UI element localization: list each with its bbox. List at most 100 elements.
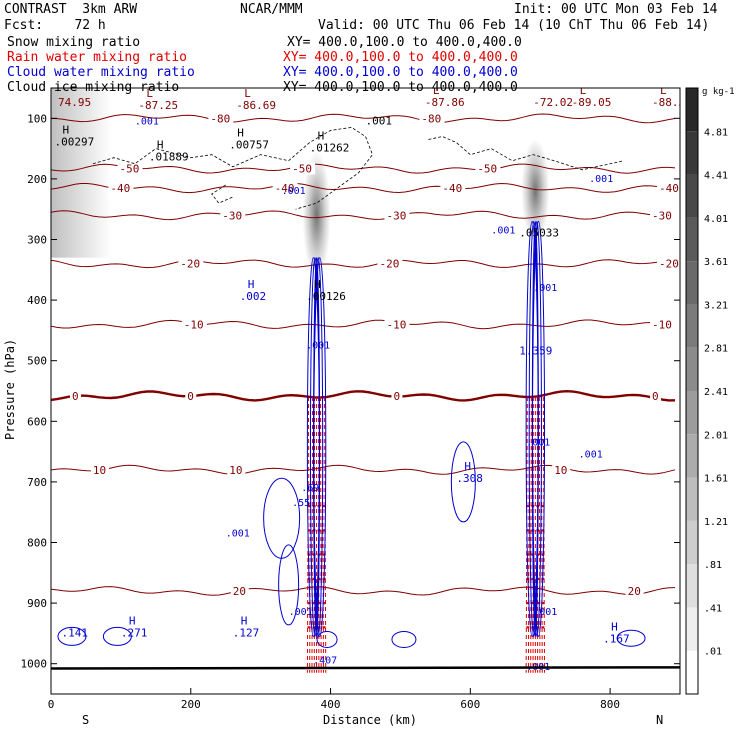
colorbar-label: 2.81 bbox=[704, 344, 728, 355]
isotherm-label-bg bbox=[290, 162, 316, 175]
isotherm-label-bg bbox=[650, 389, 662, 402]
isotherm-label: -20 bbox=[379, 258, 399, 271]
map-outline bbox=[92, 126, 625, 210]
isotherm-label: 0 bbox=[652, 390, 659, 403]
contour-value-label: .001 bbox=[289, 607, 313, 618]
colorbar-swatch bbox=[686, 88, 698, 132]
valid-time: Valid: 00 UTC Thu 06 Feb 14 (10 ChT Thu … bbox=[318, 18, 710, 33]
isotherm-label: 20 bbox=[628, 585, 641, 598]
field-xy-cloud-water: XY= 400.0,100.0 to 400.0,400.0 bbox=[283, 65, 518, 80]
extremum-mark: H bbox=[318, 130, 325, 143]
field-label-cloud-water: Cloud water mixing ratio bbox=[7, 65, 195, 80]
isotherm-label: -80 bbox=[210, 112, 230, 125]
cloud-water-patch-5 bbox=[391, 630, 417, 648]
x-end-label-south: S bbox=[82, 713, 89, 727]
extremum-value: .141 bbox=[61, 626, 88, 639]
contour-value-label: .001 bbox=[526, 438, 550, 449]
isotherm-label-bg bbox=[440, 181, 466, 194]
colorbar-label: 4.01 bbox=[704, 214, 728, 225]
isotherm-label: -40 bbox=[275, 182, 295, 195]
isotherm-label-bg bbox=[625, 584, 644, 597]
plot-frame bbox=[50, 87, 681, 695]
rain-contour bbox=[530, 397, 532, 673]
extremum-mark: H bbox=[129, 614, 136, 627]
convective-tower-1 bbox=[525, 220, 546, 673]
extremum-value: .05033 bbox=[519, 226, 559, 239]
contour-value-label: .69 bbox=[301, 483, 319, 494]
extremum-mark: H bbox=[237, 127, 244, 140]
isotherm-label: 0 bbox=[393, 390, 400, 403]
colorbar-label: 2.01 bbox=[704, 430, 728, 441]
colorbar-unit: g kg-1 bbox=[702, 87, 735, 97]
extremum-value: -87.25 bbox=[138, 99, 178, 112]
colorbar-label: 3.21 bbox=[704, 300, 728, 311]
contour-value-label: .001 bbox=[579, 450, 603, 461]
colorbar-swatch bbox=[686, 304, 698, 348]
terrain-line bbox=[51, 666, 680, 670]
y-tick-label: 1000 bbox=[21, 658, 48, 671]
isotherm-label: 0 bbox=[72, 390, 79, 403]
isotherm-label-bg bbox=[178, 257, 204, 270]
field-label-rain: Rain water mixing ratio bbox=[7, 50, 188, 65]
x-tick-label: 200 bbox=[181, 698, 201, 711]
isotherm-20 bbox=[51, 586, 676, 596]
isotherm-label-bg bbox=[185, 389, 197, 402]
cloud-water-patch-0 bbox=[57, 626, 87, 646]
field-label-snow: Snow mixing ratio bbox=[7, 35, 141, 50]
isotherm-label: 10 bbox=[554, 464, 567, 477]
contour-value-label: .407 bbox=[313, 656, 337, 667]
colorbar-swatch bbox=[686, 564, 698, 608]
isotherm-label-bg bbox=[657, 257, 680, 270]
isotherm-label-bg bbox=[108, 181, 134, 194]
colorbar-label: 4.81 bbox=[704, 127, 728, 138]
contour-value-label: .001 bbox=[282, 186, 306, 197]
isotherm-label: 0 bbox=[187, 390, 194, 403]
x-tick-label: 0 bbox=[48, 698, 55, 711]
init-time: Init: 00 UTC Mon 03 Feb 14 bbox=[514, 2, 718, 17]
colorbar-label: 2.41 bbox=[704, 387, 728, 398]
isotherm-label: 10 bbox=[93, 464, 106, 477]
contour-value-label: .001 bbox=[226, 528, 250, 539]
contour-value-label: .55 bbox=[292, 498, 310, 509]
colorbar-swatch bbox=[686, 391, 698, 435]
extremum-value: .00126 bbox=[306, 290, 346, 303]
isotherm-label: 20 bbox=[233, 585, 246, 598]
cloud-water-patch-6 bbox=[616, 629, 646, 647]
isotherm-label-bg bbox=[384, 209, 410, 222]
extremum-value: .00297 bbox=[54, 136, 94, 149]
extremum-mark: H bbox=[241, 614, 248, 627]
y-tick-label: 800 bbox=[27, 537, 47, 550]
contour-value-label: .001 bbox=[306, 341, 330, 352]
rain-contour bbox=[320, 397, 322, 673]
x-tick-label: 600 bbox=[460, 698, 480, 711]
field-xy-snow: XY= 400.0,100.0 to 400.0,400.0 bbox=[287, 35, 522, 50]
colorbar-label: 1.61 bbox=[704, 474, 728, 485]
cloud-water-patch-1 bbox=[102, 626, 132, 646]
map-coastline-0 bbox=[92, 126, 373, 210]
extremum-mark: L bbox=[146, 87, 153, 100]
colorbar-swatch bbox=[686, 607, 698, 651]
isotherm--10 bbox=[51, 319, 676, 330]
isotherm-label-bg bbox=[419, 112, 445, 125]
isotherm-label: -10 bbox=[652, 318, 672, 331]
contour-value-label: .001 bbox=[491, 225, 515, 236]
extremum-value: .01889 bbox=[149, 151, 189, 164]
isotherm-label-bg bbox=[475, 162, 501, 175]
y-tick-label: 500 bbox=[27, 355, 47, 368]
field-xy-rain: XY= 400.0,100.0 to 400.0,400.0 bbox=[283, 50, 518, 65]
isotherm-label-bg bbox=[650, 209, 676, 222]
y-tick-label: 400 bbox=[27, 294, 47, 307]
cloud-water-patch-7 bbox=[316, 630, 338, 648]
snow-haze-left bbox=[51, 88, 111, 258]
extremum-mark: H bbox=[464, 460, 471, 473]
isotherm-label: -30 bbox=[386, 209, 406, 222]
isotherm--20 bbox=[51, 259, 676, 269]
extremum-value: .002 bbox=[240, 290, 267, 303]
rain-contour bbox=[525, 397, 528, 673]
y-tick-label: 100 bbox=[27, 112, 47, 125]
y-tick-label: 900 bbox=[27, 597, 47, 610]
extremum-value: -89.05 bbox=[572, 96, 612, 109]
extremum-value: .167 bbox=[603, 632, 630, 645]
extremum-value: -88.37 bbox=[652, 96, 692, 109]
convective-tower-0 bbox=[306, 257, 327, 673]
